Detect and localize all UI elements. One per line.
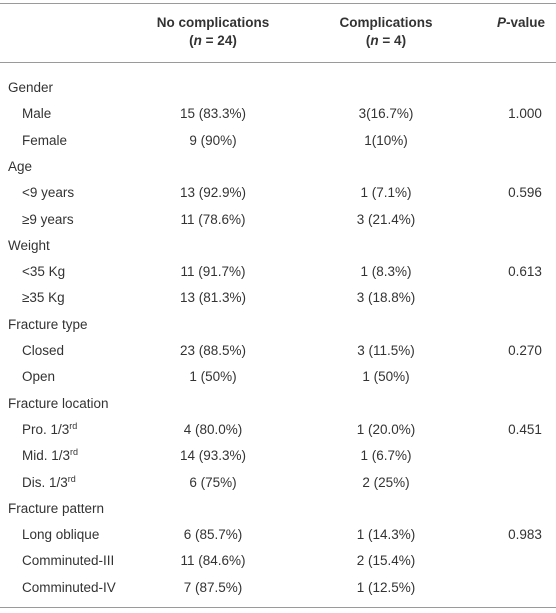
superscript: rd [69,420,78,431]
text: ≥9 years [22,211,74,227]
header-n: (n = 4) [306,32,466,50]
header-title: Complications [339,15,433,30]
header-cell: No complications (n = 24) [133,14,293,50]
row-label: Mid. 1/3rd [22,447,78,465]
text: Open [22,369,56,385]
p-value: 1.000 [508,106,542,122]
text: ( [365,33,371,48]
p-value: 0.613 [508,264,542,280]
cell-value: 11 (91.7%) [180,264,246,280]
row-label: Pro. 1/3rd [22,421,77,439]
cell-value: 3 (21.4%) [356,211,416,227]
cell-value: 15 (83.3%) [179,106,247,122]
header-rule [0,62,556,63]
cell-value: 11 (78.6%) [180,211,246,227]
row-label: Closed [22,342,64,360]
text: <9 years [22,185,75,201]
group-title: Gender [8,80,54,95]
cell-value: 1 (12.5%) [356,579,416,595]
text: n [193,33,202,48]
cell-value: 3 (18.8%) [356,290,416,306]
row-label: Comminuted-IV [22,579,116,597]
row-label: <9 years [22,184,74,202]
text: Dis. 1/3 [22,474,68,490]
cell-value: 9 (90%) [189,132,237,148]
cell-value: 14 (93.3%) [179,448,247,464]
row-label: <35 Kg [22,263,65,281]
bottom-rule [0,607,556,608]
text: Male [22,106,52,122]
p-value: 0.451 [508,421,542,437]
header-cell: Complications (n = 4) [306,14,466,50]
cell-value: 3(16.7%) [358,106,414,122]
header-n: (n = 24) [133,32,293,50]
cell-value: 6 (85.7%) [183,527,243,543]
text: ≥35 Kg [22,290,65,306]
group-title: Age [8,158,33,174]
row-label: Comminuted-III [22,552,114,570]
text: Long oblique [22,527,100,543]
header-cell: P-value [476,14,556,32]
cell-value: 1 (50%) [362,369,410,385]
cell-value: 1 (50%) [189,369,237,385]
cell-value: 13 (92.9%) [179,185,247,201]
cell-value: 4 (80.0%) [183,421,243,437]
cell-value: 11 (84.6%) [180,553,246,569]
group-title: Weight [8,237,50,253]
row-label: Female [22,132,67,150]
row-label: Long oblique [22,526,99,544]
cell-value: 1 (8.3%) [360,264,412,280]
cell-value: 1(10%) [364,132,408,148]
cell-value: 1 (7.1%) [360,185,412,201]
p-value: 0.596 [508,185,542,201]
text: n [370,33,379,48]
text: Comminuted-IV [22,579,116,595]
p-value: 0.270 [508,343,542,358]
text: P [496,15,506,30]
superscript: rd [70,447,79,458]
row-label: ≥9 years [22,211,74,229]
row-label: ≥35 Kg [22,289,65,307]
text: Mid. 1/3 [22,448,71,464]
cell-value: 2 (15.4%) [356,553,416,569]
text: -value [505,15,546,30]
row-label: Open [22,368,55,386]
cell-value: 7 (87.5%) [183,579,243,595]
p-value: 0.983 [508,527,542,543]
cell-value: 1 (6.7%) [360,448,412,464]
text: <35 Kg [22,264,66,280]
text: Female [22,132,68,148]
top-rule [0,3,556,4]
group-title: Fracture pattern [8,500,105,516]
text: = 24) [201,33,237,48]
cell-value: 1 (20.0%) [356,421,416,437]
text: Comminuted-III [22,553,115,569]
superscript: rd [67,473,76,484]
text: Closed [22,343,65,358]
text: ( [189,33,194,48]
cell-value: 23 (88.5%) [179,343,247,358]
group-title: Fracture type [8,316,88,332]
cell-value: 13 (81.3%) [179,290,247,306]
cell-value: 2 (25%) [362,474,410,490]
cell-value: 6 (75%) [189,474,237,490]
cell-value: 3 (11.5%) [357,343,415,358]
group-title: Fracture location [8,395,109,411]
header-title: No complications [156,15,270,30]
text: Pro. 1/3 [22,421,70,437]
text: = 4) [378,33,407,48]
row-label: Dis. 1/3rd [22,474,76,492]
row-label: Male [22,105,51,123]
cell-value: 1 (14.3%) [356,527,416,543]
